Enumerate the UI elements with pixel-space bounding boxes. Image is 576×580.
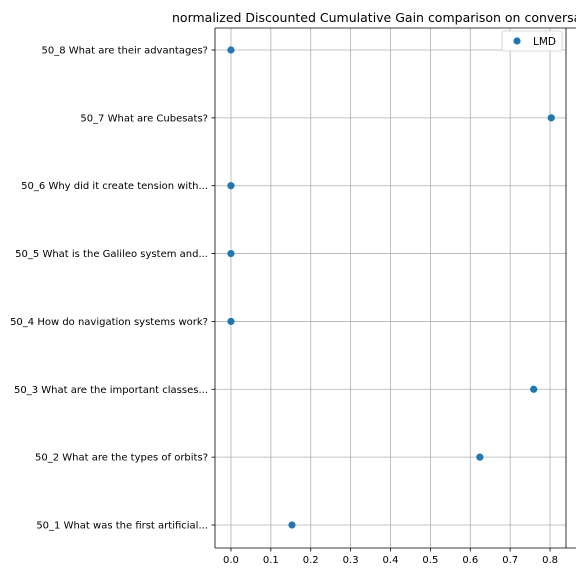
legend-marker [513, 37, 521, 45]
y-tick-label: 50_8 What are their advantages? [42, 46, 208, 57]
x-tick-label: 0.0 [223, 555, 239, 566]
data-point [227, 182, 235, 190]
y-tick-label: 50_6 Why did it create tension with... [21, 181, 208, 192]
y-tick-label: 50_2 What are the types of orbits? [35, 453, 208, 464]
series-lmd [227, 46, 555, 529]
data-point [227, 46, 235, 54]
legend: LMD [501, 30, 563, 52]
x-axis: 0.0 0.1 0.2 0.3 0.4 0.5 0.6 0.7 0.8 [223, 548, 558, 566]
x-tick-label: 0.5 [422, 555, 438, 566]
x-tick-label: 0.1 [263, 555, 279, 566]
x-tick-label: 0.7 [502, 555, 518, 566]
axes-spines [214, 27, 576, 549]
y-axis: 50_1 What was the first artificial... 50_… [10, 46, 215, 532]
data-point [288, 521, 296, 529]
legend-label: LMD [533, 36, 556, 48]
x-tick-label: 0.4 [383, 555, 399, 566]
data-point [227, 317, 235, 326]
data-point [530, 385, 538, 393]
y-tick-label: 50_4 How do navigation systems work? [10, 317, 208, 328]
x-tick-label: 0.8 [542, 555, 558, 566]
data-point [227, 249, 235, 258]
x-tick-label: 0.2 [303, 555, 319, 566]
y-tick-label: 50_5 What is the Galileo system and... [15, 249, 208, 260]
data-point [547, 114, 555, 122]
axes-background [215, 28, 576, 548]
x-tick-label: 0.6 [462, 555, 478, 566]
chart-title: normalized Discounted Cumulative Gain co… [172, 10, 576, 25]
x-tick-label: 0.3 [343, 555, 359, 566]
data-point [476, 453, 484, 461]
y-tick-label: 50_7 What are Cubesats? [80, 113, 208, 124]
legend-frame [501, 30, 563, 52]
y-tick-label: 50_1 What was the first artificial... [36, 521, 208, 532]
y-tick-label: 50_3 What are the important classes... [14, 385, 208, 396]
